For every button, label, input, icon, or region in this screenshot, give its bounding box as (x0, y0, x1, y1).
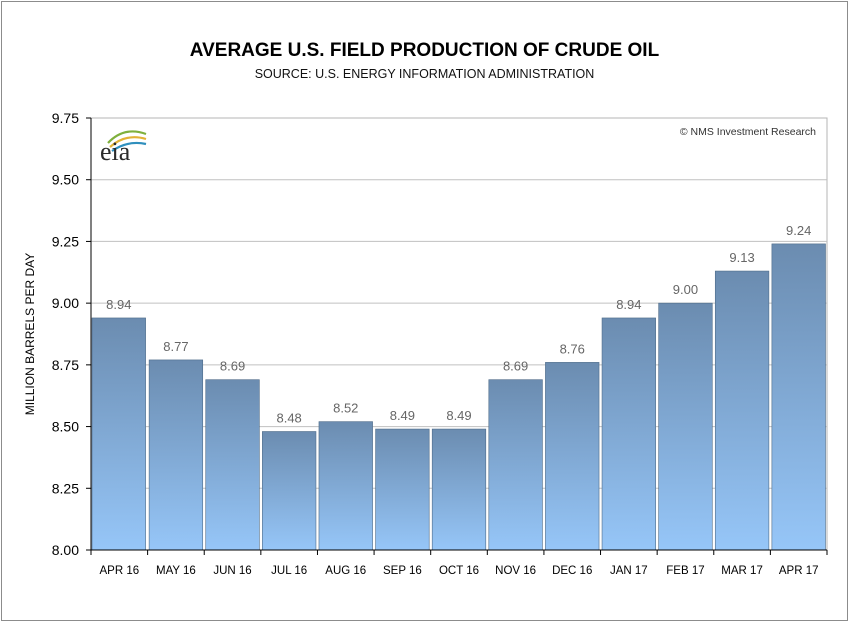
bar (658, 302, 713, 551)
y-axis-ticks: 8.00 8.25 8.50 8.75 9.00 9.25 9.50 9.75 (52, 110, 91, 558)
bar (375, 428, 430, 551)
bar (148, 359, 204, 551)
x-tick-label: AUG 16 (325, 565, 366, 577)
x-tick-label: JUL 16 (271, 565, 307, 577)
x-tick-label: APR 16 (99, 565, 139, 577)
logo-text: eia (100, 137, 131, 166)
value-label: 8.94 (616, 297, 641, 312)
bar (488, 379, 543, 551)
bars (91, 243, 826, 551)
value-label: 9.00 (673, 282, 698, 297)
logo-arc-blue (111, 141, 147, 152)
bar (91, 317, 146, 551)
value-label: 8.48 (276, 411, 301, 426)
y-tick-label: 8.00 (52, 542, 79, 558)
x-tick-label: FEB 17 (666, 565, 704, 577)
y-tick-label: 8.50 (52, 419, 79, 435)
bar (771, 243, 826, 551)
y-tick-label: 9.75 (52, 110, 79, 126)
bar (205, 379, 260, 551)
x-tick-label: APR 17 (779, 565, 819, 577)
y-tick-label: 9.25 (52, 233, 79, 249)
bar (431, 428, 487, 551)
x-tick-label: MAY 16 (156, 565, 196, 577)
y-tick-label: 9.50 (52, 172, 79, 188)
logo-arc-yellow (109, 136, 147, 148)
value-label: 9.24 (786, 223, 811, 238)
x-tick-label: DEC 16 (552, 565, 592, 577)
value-label: 8.94 (106, 297, 131, 312)
x-tick-label: JAN 17 (610, 565, 648, 577)
value-label: 8.69 (503, 359, 528, 374)
chart-title: AVERAGE U.S. FIELD PRODUCTION OF CRUDE O… (189, 40, 660, 61)
x-tick-label: NOV 16 (495, 565, 536, 577)
logo-arc-green (107, 130, 147, 144)
y-tick-label: 8.25 (52, 480, 79, 496)
bar (318, 421, 373, 551)
value-label: 8.49 (390, 408, 415, 423)
y-tick-label: 8.75 (52, 357, 79, 373)
bar (262, 431, 317, 551)
bar (545, 362, 600, 551)
value-label: 8.77 (163, 339, 188, 354)
x-axis-ticks: APR 16 MAY 16 JUN 16 JUL 16 AUG 16 SEP 16 OCT … (90, 550, 828, 577)
x-tick-label: OCT 16 (439, 565, 479, 577)
eia-logo: eia (100, 130, 147, 166)
value-labels: 8.94 8.77 8.69 8.48 8.52 8.49 8.49 8.69 8.76 8.94… (106, 223, 811, 426)
value-label: 8.69 (220, 359, 245, 374)
y-tick-label: 9.00 (52, 295, 79, 311)
value-label: 8.49 (446, 408, 471, 423)
chart-subtitle: SOURCE: U.S. ENERGY INFORMATION ADMINIST… (254, 67, 595, 81)
value-label: 8.76 (560, 341, 585, 356)
value-label: 9.13 (729, 250, 754, 265)
copyright-note: © NMS Investment Research (680, 126, 816, 138)
bar (601, 317, 656, 551)
bar (714, 270, 770, 551)
x-tick-label: MAR 17 (721, 565, 763, 577)
x-tick-label: SEP 16 (383, 565, 422, 577)
value-label: 8.52 (333, 401, 358, 416)
x-tick-label: JUN 16 (213, 565, 251, 577)
y-axis-label: MILLION BARRELS PER DAY (23, 253, 37, 416)
